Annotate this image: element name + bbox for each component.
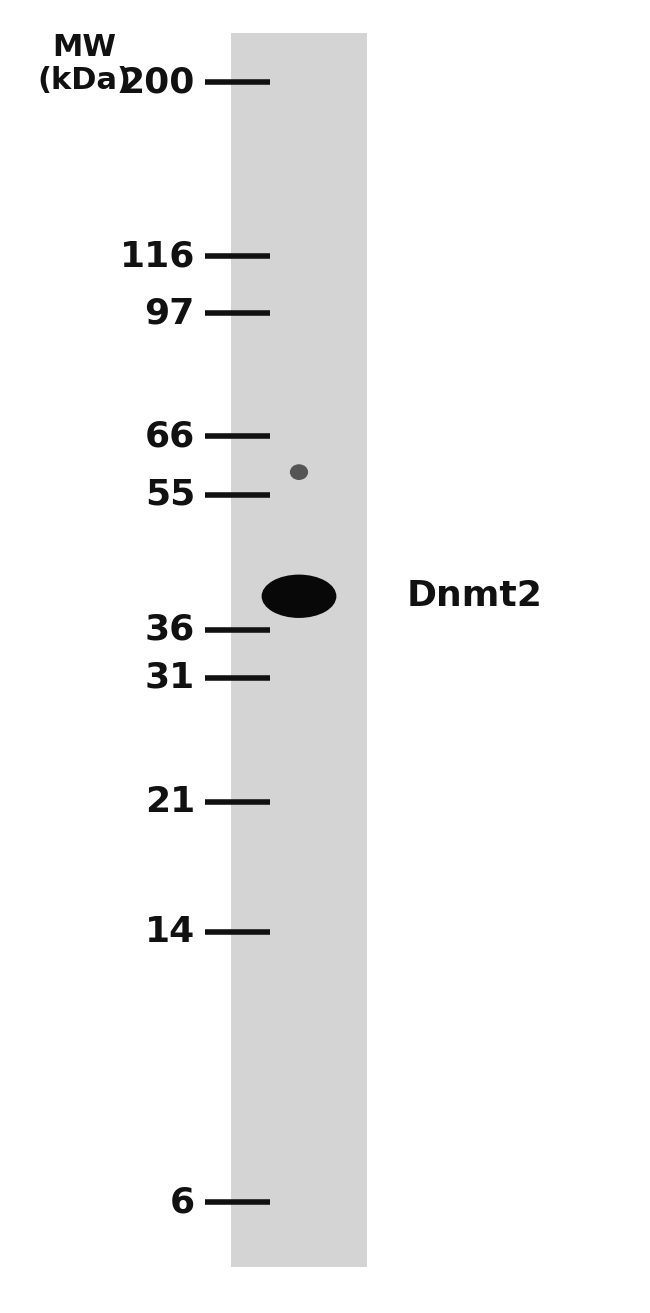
Text: Dnmt2: Dnmt2 [406,579,542,613]
Text: 200: 200 [120,66,195,100]
Text: 14: 14 [145,915,195,948]
Text: 55: 55 [145,478,195,512]
Ellipse shape [261,575,337,618]
Text: 36: 36 [145,613,195,647]
Text: MW
(kDa): MW (kDa) [38,33,131,96]
Text: 6: 6 [170,1186,195,1220]
FancyBboxPatch shape [231,33,367,1267]
Text: 31: 31 [145,660,195,695]
Text: 66: 66 [145,419,195,453]
Text: 97: 97 [144,297,195,331]
Ellipse shape [290,465,308,481]
Text: 116: 116 [120,239,195,273]
Text: 21: 21 [145,785,195,819]
